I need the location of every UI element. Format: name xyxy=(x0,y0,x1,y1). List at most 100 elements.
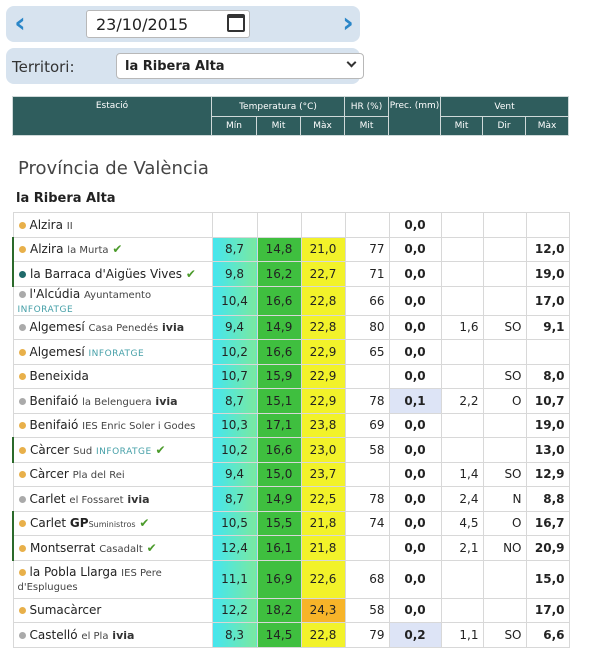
station-cell[interactable]: Benifaió la Belenguera ivia xyxy=(12,388,213,414)
station-cell[interactable]: Beneixida xyxy=(12,363,213,389)
cell-hr: 77 xyxy=(344,236,390,262)
station-name[interactable]: Sumacàrcer xyxy=(29,603,102,618)
cell-w-mit xyxy=(440,339,484,365)
cell-prec: 0,0 xyxy=(388,339,442,365)
station-name[interactable]: Carlet xyxy=(29,491,66,506)
cell-w-mit xyxy=(440,236,484,262)
station-name[interactable]: Algemesí xyxy=(29,344,85,359)
station-name[interactable]: Montserrat xyxy=(30,540,96,555)
station-name[interactable]: Algemesí xyxy=(29,320,85,335)
table-row: Algemesí Casa Penedés ivia 9,4 14,9 22,8 80 0… xyxy=(12,314,570,340)
cell-prec: 0,0 xyxy=(388,212,442,238)
cell-t-mit: 16,6 xyxy=(256,339,302,365)
station-cell[interactable]: Benifaió IES Enric Soler i Godes xyxy=(12,412,213,438)
cell-w-max: 19,0 xyxy=(525,261,570,287)
station-cell[interactable]: Carlet el Fossaret ivia xyxy=(12,486,213,512)
chevron-left-icon[interactable]: ‹ xyxy=(14,6,26,39)
cell-prec: 0,0 xyxy=(388,285,442,316)
cell-w-max: 12,0 xyxy=(525,236,570,262)
station-cell[interactable]: Montserrat Casadalt ✔ xyxy=(12,535,213,561)
cell-w-mit: 1,4 xyxy=(440,461,484,487)
cell-t-max: 22,9 xyxy=(300,363,346,389)
date-value: 23/10/2015 xyxy=(96,15,189,34)
cell-t-max: 21,8 xyxy=(300,510,346,536)
cell-t-mit: 16,2 xyxy=(256,261,302,287)
cell-w-dir xyxy=(482,559,527,599)
cell-hr: 78 xyxy=(344,486,390,512)
header-t-min: Mín xyxy=(211,116,257,136)
chevron-right-icon[interactable]: › xyxy=(342,6,354,39)
station-cell[interactable]: Alzira II xyxy=(12,212,213,238)
status-dot-icon xyxy=(18,569,26,576)
station-name[interactable]: la Pobla Llarga xyxy=(29,565,118,579)
station-name[interactable]: Càrcer xyxy=(30,442,70,457)
cell-w-mit xyxy=(440,285,484,316)
table-row: la Barraca d'Aigües Vives ✔ 9,8 16,2 22,7 71… xyxy=(12,261,570,287)
cell-w-dir xyxy=(482,412,527,438)
provider-logo-sub: Suministros xyxy=(88,520,136,530)
cell-prec: 0,0 xyxy=(388,535,442,561)
cell-t-min: 10,2 xyxy=(211,339,258,365)
header-t-max: Màx xyxy=(299,116,346,136)
stations-table: Alzira II 0,0 Alzira la Murta ✔ 8,7 14,8 21,0… xyxy=(12,212,570,648)
header-w-mit: Mit xyxy=(440,116,484,136)
station-name[interactable]: la Barraca d'Aigües Vives xyxy=(30,266,183,281)
station-name[interactable]: Carlet xyxy=(30,516,67,531)
cell-hr: 79 xyxy=(344,622,390,648)
status-dot-icon xyxy=(19,544,26,552)
header-wind: Vent xyxy=(440,96,570,117)
station-cell[interactable]: Alzira la Murta ✔ xyxy=(12,236,213,262)
cell-t-mit: 17,1 xyxy=(256,412,302,438)
station-name[interactable]: Alzira xyxy=(29,217,63,232)
station-cell[interactable]: Carlet GPSuministros ✔ xyxy=(12,510,213,536)
station-name[interactable]: Càrcer xyxy=(29,467,69,482)
calendar-icon[interactable] xyxy=(227,14,245,32)
provider-logo: ivia xyxy=(127,492,150,506)
station-subname: IES Pere d'Esplugues xyxy=(17,568,162,593)
cell-w-dir xyxy=(482,437,527,463)
territory-selected: la Ribera Alta xyxy=(125,59,225,74)
cell-hr: 74 xyxy=(344,510,390,536)
station-cell[interactable]: Càrcer Pla del Rei xyxy=(12,461,213,487)
date-input[interactable]: 23/10/2015 xyxy=(86,10,250,38)
cell-w-dir xyxy=(482,261,527,287)
station-name[interactable]: Beneixida xyxy=(29,369,89,384)
checkmark-icon: ✔ xyxy=(139,516,150,531)
station-name[interactable]: l'Alcúdia xyxy=(29,286,81,301)
cell-hr: 65 xyxy=(344,339,390,365)
station-cell[interactable]: Algemesí Casa Penedés ivia xyxy=(12,314,213,340)
cell-hr xyxy=(344,212,390,238)
cell-t-max: 22,7 xyxy=(300,261,346,287)
cell-t-min xyxy=(211,212,258,238)
table-row: Benifaió IES Enric Soler i Godes 10,3 17,1… xyxy=(12,412,570,438)
station-name[interactable]: Castelló xyxy=(29,627,78,642)
station-cell[interactable]: Sumacàrcer xyxy=(12,597,213,623)
cell-t-min: 10,4 xyxy=(211,285,258,316)
header-temperature: Temperatura (°C) xyxy=(210,96,346,117)
cell-hr: 58 xyxy=(344,597,390,623)
territory-select[interactable]: la Ribera Alta xyxy=(116,53,364,79)
station-subname: la Murta xyxy=(67,245,109,257)
cell-w-max: 13,0 xyxy=(525,437,570,463)
table-row: Beneixida 10,7 15,9 22,9 0,0 SO 8,0 xyxy=(12,363,570,389)
station-cell[interactable]: la Pobla Llarga IES Pere d'Esplugues xyxy=(12,559,213,599)
cell-hr xyxy=(344,461,390,487)
cell-w-mit xyxy=(440,212,484,238)
station-name[interactable]: Benifaió xyxy=(29,418,79,433)
cell-t-max: 22,8 xyxy=(300,285,346,316)
cell-t-max: 22,8 xyxy=(300,314,346,340)
cell-prec: 0,0 xyxy=(388,412,442,438)
provider-logo: INFORATGE xyxy=(96,446,152,457)
station-cell[interactable]: la Barraca d'Aigües Vives ✔ xyxy=(12,261,213,287)
station-cell[interactable]: Càrcer Sud INFORATGE ✔ xyxy=(12,437,213,463)
header-hr: HR (%) xyxy=(344,96,390,117)
station-name[interactable]: Alzira xyxy=(30,242,64,257)
cell-w-max: 17,0 xyxy=(525,285,570,316)
station-cell[interactable]: l'Alcúdia Ayuntamento INFORATGE xyxy=(12,285,213,316)
table-header: Estació Temperatura (°C) HR (%) Prec. (m… xyxy=(12,96,570,136)
station-name[interactable]: Benifaió xyxy=(29,393,79,408)
table-row: Algemesí INFORATGE 10,2 16,6 22,9 65 0,0 xyxy=(12,339,570,365)
station-cell[interactable]: Algemesí INFORATGE xyxy=(12,339,213,365)
station-subname: II xyxy=(66,220,73,232)
station-cell[interactable]: Castelló el Pla ivia xyxy=(12,622,213,648)
